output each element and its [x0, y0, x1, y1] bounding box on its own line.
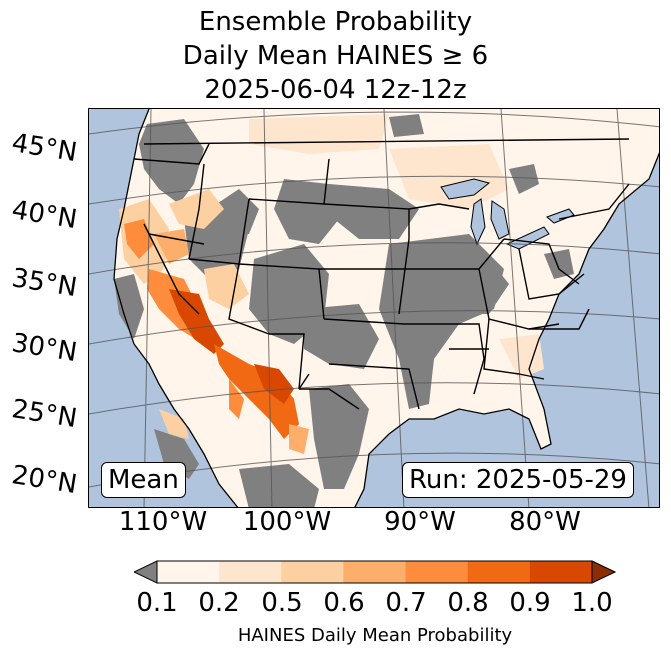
colorbar-tick-0-6: 0.6 — [323, 588, 365, 618]
map-canvas — [89, 109, 659, 507]
lat-label-45n: 45°N — [9, 128, 80, 169]
lon-label-110w: 110°W — [118, 507, 208, 537]
colorbar-outline — [156, 560, 593, 584]
lat-label-35n: 35°N — [9, 263, 80, 304]
lon-label-90w: 90°W — [384, 507, 456, 537]
run-date-box: Run: 2025-05-29 — [402, 462, 634, 498]
colorbar-segments — [157, 561, 593, 583]
lat-label-25n: 25°N — [9, 394, 80, 435]
colorbar-tick-0-9: 0.9 — [509, 588, 551, 618]
lon-label-100w: 100°W — [242, 507, 332, 537]
lat-label-40n: 40°N — [9, 195, 80, 236]
below-threshold-areas — [114, 114, 574, 507]
mean-label-box: Mean — [101, 462, 186, 498]
lon-label-80w: 80°W — [509, 507, 581, 537]
title-line-3: 2025-06-04 12z-12z — [204, 75, 467, 105]
colorbar-segment — [467, 561, 531, 583]
great-lakes — [440, 178, 575, 250]
lat-label-30n: 30°N — [9, 328, 80, 369]
title-line-1: Ensemble Probability — [198, 7, 473, 37]
colorbar — [134, 560, 616, 584]
colorbar-tick-0-5: 0.5 — [261, 588, 303, 618]
colorbar-under-arrow — [134, 560, 158, 584]
colorbar-segment — [529, 561, 593, 583]
colorbar-tick-0-8: 0.8 — [447, 588, 489, 618]
colorbar-tick-0-2: 0.2 — [198, 588, 240, 618]
state-borders — [133, 138, 630, 410]
title-line-2: Daily Mean HAINES ≥ 6 — [182, 41, 489, 71]
graticule — [89, 109, 659, 507]
colorbar-segment — [219, 561, 282, 583]
colorbar-tick-0-7: 0.7 — [385, 588, 427, 618]
probability-map: Mean Run: 2025-05-29 — [88, 108, 660, 508]
colorbar-segment — [281, 561, 344, 583]
colorbar-label: HAINES Daily Mean Probability — [237, 625, 513, 646]
colorbar-tick-0-1: 0.1 — [136, 588, 178, 618]
probability-shading — [119, 114, 544, 454]
colorbar-tick-1-0: 1.0 — [571, 588, 613, 618]
colorbar-segment — [343, 561, 407, 583]
colorbar-over-arrow — [591, 560, 616, 584]
coastline — [113, 109, 659, 507]
colorbar-segment — [157, 561, 220, 583]
lat-label-20n: 20°N — [9, 460, 80, 501]
colorbar-segment — [405, 561, 469, 583]
